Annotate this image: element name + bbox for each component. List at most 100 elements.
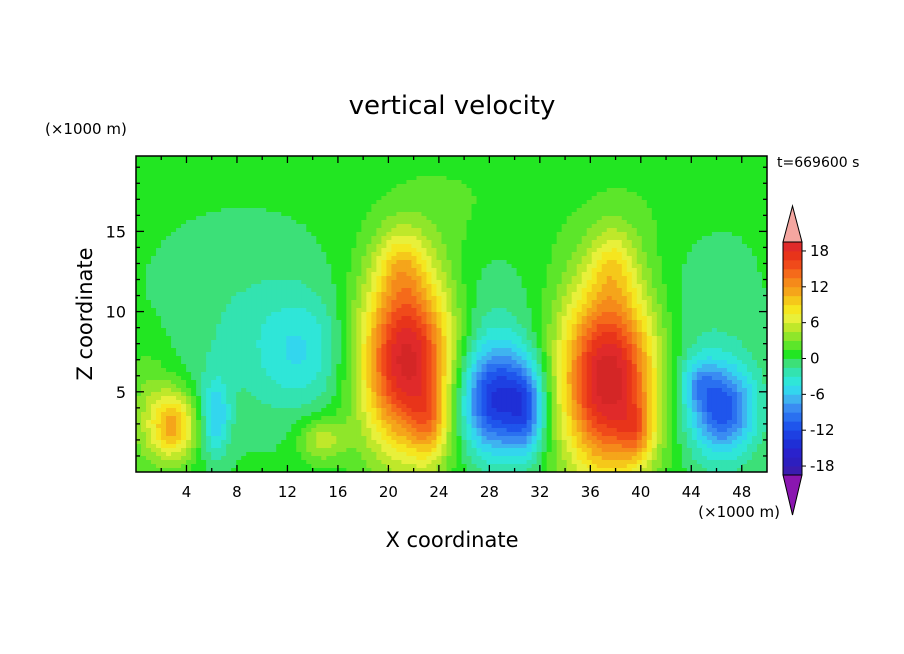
- field-cell: [516, 232, 523, 237]
- field-cell: [586, 208, 593, 213]
- field-cell: [286, 228, 292, 233]
- field-cell: [386, 272, 393, 277]
- field-cell: [366, 244, 372, 249]
- field-cell: [226, 172, 232, 177]
- field-cell: [586, 220, 593, 225]
- field-cell: [666, 296, 673, 301]
- field-cell: [486, 296, 493, 301]
- field-cell: [591, 188, 598, 193]
- field-cell: [491, 216, 498, 221]
- field-cell: [181, 240, 187, 245]
- field-cell: [386, 160, 393, 165]
- field-cell: [456, 256, 463, 261]
- field-cell: [246, 184, 252, 189]
- field-cell: [486, 212, 493, 217]
- field-cell: [141, 176, 147, 181]
- field-cell: [656, 212, 663, 217]
- field-cell: [401, 248, 408, 253]
- field-cell: [701, 188, 708, 193]
- field-cell: [731, 168, 738, 173]
- field-cell: [396, 180, 403, 185]
- field-cell: [161, 272, 167, 277]
- field-cell: [291, 308, 297, 313]
- field-cell: [221, 216, 227, 221]
- field-cell: [281, 160, 287, 165]
- field-cell: [471, 248, 478, 253]
- field-cell: [666, 236, 673, 241]
- field-cell: [246, 212, 252, 217]
- field-cell: [261, 236, 267, 241]
- field-cell: [281, 188, 287, 193]
- field-cell: [426, 308, 433, 313]
- field-cell: [496, 204, 503, 209]
- field-cell: [731, 256, 738, 261]
- field-cell: [331, 160, 337, 165]
- field-cell: [206, 312, 212, 317]
- field-cell: [451, 160, 458, 165]
- field-cell: [491, 276, 498, 281]
- field-cell: [651, 308, 658, 313]
- field-cell: [571, 252, 578, 257]
- field-cell: [276, 176, 282, 181]
- field-cell: [356, 244, 362, 249]
- field-cell: [461, 208, 468, 213]
- field-cell: [251, 192, 257, 197]
- field-cell: [571, 304, 578, 309]
- field-cell: [266, 300, 272, 305]
- field-cell: [286, 280, 292, 285]
- field-cell: [761, 260, 767, 265]
- field-cell: [721, 216, 728, 221]
- field-cell: [306, 188, 312, 193]
- field-cell: [501, 296, 508, 301]
- field-cell: [556, 264, 563, 269]
- field-cell: [491, 288, 498, 293]
- field-cell: [246, 312, 252, 317]
- field-cell: [496, 308, 503, 313]
- field-cell: [761, 308, 767, 313]
- field-cell: [511, 284, 518, 289]
- field-cell: [441, 280, 448, 285]
- field-cell: [706, 188, 713, 193]
- field-cell: [456, 292, 463, 297]
- field-cell: [156, 156, 162, 161]
- field-cell: [486, 176, 493, 181]
- field-cell: [496, 280, 503, 285]
- field-cell: [381, 272, 387, 277]
- field-cell: [446, 288, 453, 293]
- field-cell: [501, 288, 508, 293]
- field-cell: [656, 176, 663, 181]
- field-cell: [361, 232, 367, 237]
- field-cell: [711, 204, 718, 209]
- field-cell: [711, 236, 718, 241]
- field-cell: [486, 232, 493, 237]
- field-cell: [431, 180, 438, 185]
- field-cell: [651, 216, 658, 221]
- field-cell: [241, 184, 247, 189]
- field-cell: [461, 188, 468, 193]
- field-cell: [226, 224, 232, 229]
- field-cell: [356, 284, 362, 289]
- field-cell: [331, 272, 337, 277]
- field-cell: [401, 164, 408, 169]
- field-cell: [636, 288, 643, 293]
- field-cell: [756, 192, 763, 197]
- field-cell: [416, 304, 423, 309]
- field-cell: [141, 304, 147, 309]
- field-cell: [396, 240, 403, 245]
- field-cell: [491, 252, 498, 257]
- field-cell: [581, 180, 588, 185]
- field-cell: [211, 280, 217, 285]
- field-cell: [601, 196, 608, 201]
- field-cell: [651, 288, 658, 293]
- field-cell: [516, 180, 523, 185]
- field-cell: [151, 204, 157, 209]
- field-cell: [576, 224, 583, 229]
- field-cell: [206, 196, 212, 201]
- field-cell: [196, 292, 202, 297]
- field-cell: [301, 308, 307, 313]
- field-cell: [216, 232, 222, 237]
- field-cell: [646, 264, 653, 269]
- field-cell: [671, 180, 678, 185]
- field-cell: [406, 164, 413, 169]
- field-cell: [326, 268, 332, 273]
